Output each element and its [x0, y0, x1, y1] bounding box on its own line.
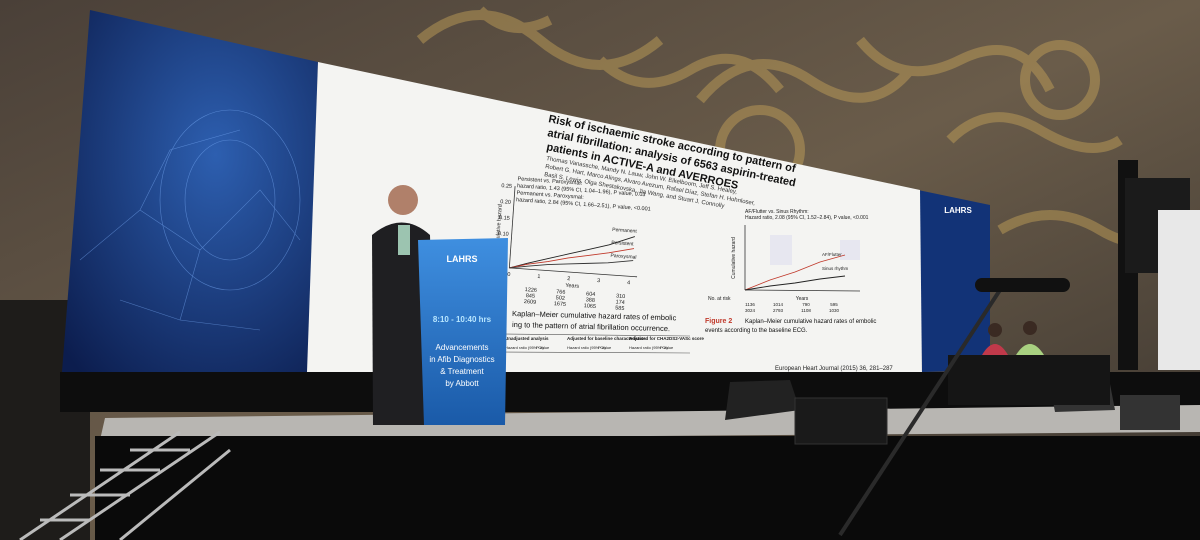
slide-table: Unadjusted analysis Adjusted for baseline…	[499, 333, 704, 354]
legend-entry: Persistent	[611, 240, 634, 248]
x-tick-label: 3	[597, 278, 600, 284]
at-risk-number: 502	[556, 295, 566, 302]
at-risk-number: 3024	[745, 308, 756, 313]
x-axis-label: Years	[565, 283, 579, 290]
legend-entry: AF/Flutter	[822, 252, 842, 257]
at-risk-number: 174	[615, 299, 625, 306]
chart-note: Permanent vs. Paroxysmal:	[516, 190, 584, 201]
at-risk-number: 790	[802, 302, 810, 307]
y-axis-label: Cumulative hazard	[731, 237, 737, 279]
at-risk-number: 1014	[773, 302, 784, 307]
x-tick-label: 2	[567, 276, 570, 282]
right-chart: AF/Flutter vs. Sinus Rhythm:Hazard ratio…	[705, 209, 876, 334]
table-header: Adjusted for baseline characteristics	[567, 336, 646, 341]
person	[982, 344, 1008, 355]
at-risk-number: 585	[615, 305, 625, 312]
podium-logo: LAHRS	[447, 254, 478, 264]
table-subheader: P value	[598, 345, 612, 350]
left-chart: Persistent vs. Paroxysmal:hazard ratio, …	[495, 176, 651, 312]
x-tick-label: 4	[627, 280, 630, 286]
led-wall-right	[918, 190, 990, 372]
sign-line: & Treatment	[440, 367, 484, 376]
table-subheader: Hazard ratio (95% CI)	[505, 345, 544, 350]
table-subheader: P value	[536, 345, 550, 350]
at-risk-label: No. at risk	[708, 296, 731, 302]
person	[1023, 321, 1037, 335]
at-risk-number: 388	[585, 297, 595, 304]
side-screen	[1158, 210, 1200, 370]
table-header: Adjusted for CHA2DS2-VASc score	[629, 336, 704, 341]
at-risk-number: 1136	[745, 302, 755, 307]
y-axis-label: Cumulative hazard	[495, 204, 504, 250]
mic-stand	[838, 288, 1002, 537]
caption-line: Kaplan–Meier cumulative hazard rates of …	[512, 309, 677, 322]
at-risk-number: 310	[616, 293, 626, 300]
person	[1016, 344, 1044, 355]
x-axis-label: Years	[796, 296, 809, 302]
at-risk-number: 1226	[525, 287, 538, 294]
table-subheader: Hazard ratio (95% CI)	[629, 345, 668, 350]
led-logo: LAHRS	[944, 206, 972, 215]
stage-speaker	[794, 397, 888, 445]
caption-line: events according to the baseline ECG.	[705, 328, 808, 334]
legend-entry: Paroxysmal	[610, 253, 636, 261]
stage-front	[95, 436, 1200, 540]
podium	[418, 238, 508, 425]
chart-note: AF/Flutter vs. Sinus Rhythm:	[745, 209, 809, 215]
person	[988, 323, 1002, 337]
at-risk-number: 2609	[524, 299, 537, 306]
x-axis	[509, 267, 638, 278]
citation: European Heart Journal (2015) 36, 281–28…	[775, 366, 893, 372]
at-risk-number: 595	[830, 302, 838, 307]
chart-note: Persistent vs. Paroxysmal:	[517, 176, 583, 187]
caption-line: ing to the pattern of atrial fibrillatio…	[512, 320, 670, 333]
at-risk-number: 1675	[554, 301, 567, 308]
legend-entry: Permanent	[612, 227, 637, 235]
table-subheader: Hazard ratio (95% CI)	[567, 345, 606, 350]
sign-line: Advancements	[436, 343, 489, 352]
chart-note: Hazard ratio, 2.08 (95% CI, 1.52–2.84), …	[745, 215, 869, 221]
stage-monitor	[725, 380, 800, 420]
speaker-head	[388, 185, 418, 215]
stage-speaker	[1120, 395, 1180, 430]
at-risk-number: 1108	[801, 308, 811, 313]
microphone	[975, 278, 1070, 292]
table-header: Unadjusted analysis	[505, 336, 549, 341]
speaker-shirt	[398, 225, 410, 255]
panel-table	[948, 355, 1110, 405]
at-risk-number: 1030	[829, 308, 840, 313]
led-wall-left	[62, 10, 318, 372]
y-tick-label: 0.20	[500, 199, 511, 206]
x-axis	[744, 289, 861, 292]
y-axis	[508, 186, 516, 268]
x-tick-label: 0	[507, 272, 510, 278]
table-subheader: P value	[660, 345, 674, 350]
stage-edge	[100, 405, 1200, 440]
curve	[744, 275, 846, 291]
legend-entry: Sinus rhythm	[822, 266, 849, 271]
sign-line: in Afib Diagnostics	[429, 355, 494, 364]
curve	[509, 260, 634, 269]
curve	[509, 248, 635, 269]
curve	[509, 236, 635, 269]
at-risk-number: 2793	[773, 308, 784, 313]
at-risk-number: 1065	[584, 303, 597, 310]
at-risk-number: 604	[586, 291, 596, 298]
curve	[744, 254, 846, 291]
at-risk-number: 766	[556, 289, 566, 296]
podium-time: 8:10 - 10:40 hrs	[433, 315, 492, 324]
network-graphic	[79, 109, 301, 331]
podium-sign: Advancements in Afib Diagnostics & Treatme…	[429, 343, 494, 388]
y-tick-label: 0.25	[501, 183, 512, 190]
y-tick-label: 0.15	[499, 215, 510, 222]
caption-line: Kaplan–Meier cumulative hazard rates of …	[745, 319, 876, 325]
stairs	[19, 430, 231, 540]
left-caption: Kaplan–Meier cumulative hazard rates of …	[512, 309, 677, 333]
sign-line: by Abbott	[445, 379, 479, 388]
y-tick-label: 0.10	[498, 231, 509, 238]
figure-label: Figure 2	[705, 318, 732, 325]
at-risk-number: 845	[526, 293, 536, 300]
x-tick-label: 1	[537, 274, 540, 280]
